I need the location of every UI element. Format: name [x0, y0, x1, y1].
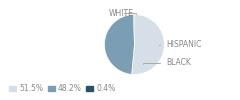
Text: BLACK: BLACK — [143, 58, 191, 67]
Text: WHITE: WHITE — [109, 8, 136, 18]
Wedge shape — [104, 14, 134, 74]
Legend: 51.5%, 48.2%, 0.4%: 51.5%, 48.2%, 0.4% — [6, 81, 118, 96]
Text: HISPANIC: HISPANIC — [159, 40, 201, 49]
Wedge shape — [132, 14, 164, 74]
